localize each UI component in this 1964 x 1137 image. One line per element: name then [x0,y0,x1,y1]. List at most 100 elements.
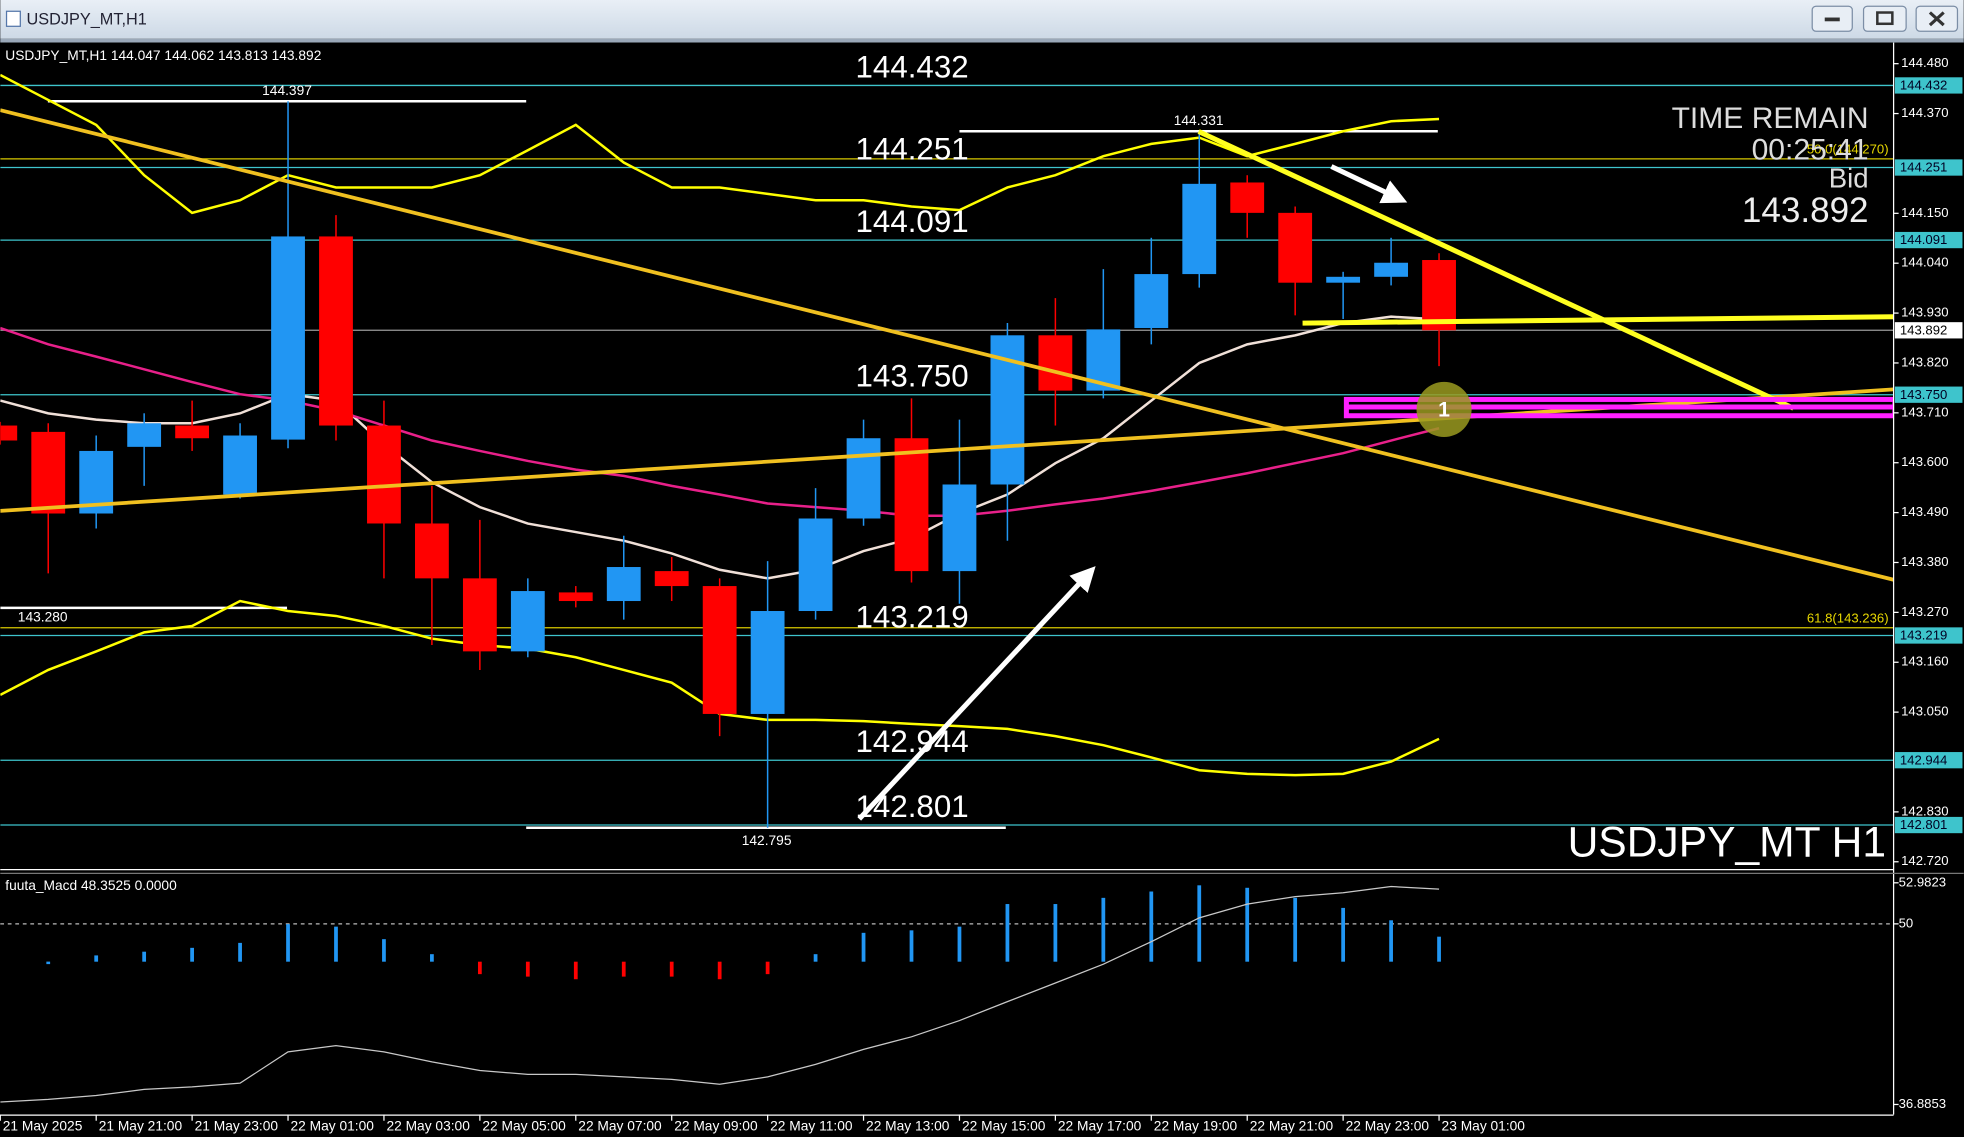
bid-marker [1894,322,1963,339]
x-tick-label: 22 May 13:00 [866,1119,950,1134]
candle-body [846,438,881,519]
trend-line [1197,129,1795,411]
histogram-bar [909,930,914,962]
candle-body [462,578,497,652]
overlay-texts: USDJPY_MT,H1 144.047 144.062 143.813 143… [5,48,1888,866]
histogram-bar [46,961,51,965]
candle-body [223,435,257,495]
candle-body [1038,335,1073,391]
histogram-bar [1149,891,1154,962]
bid-title: Bid [1829,163,1869,194]
y-tick-label: 143.710 [1901,404,1948,419]
histogram-bar [94,955,99,962]
candle-body [1134,274,1169,329]
x-tick-label: 22 May 17:00 [1058,1119,1142,1134]
level-label: 144.091 [856,204,969,239]
y-tick-label: 143.270 [1901,604,1948,619]
candle-body [1230,182,1265,213]
indicator-line [0,315,1440,580]
candle-body [798,518,833,612]
restore-button[interactable] [1862,5,1907,32]
arrow [857,566,1096,821]
price-mark-label: 144.331 [1174,113,1224,128]
histogram-bar [1005,904,1010,962]
candle-body [702,586,737,714]
candle-body [31,431,66,514]
level-marker [1894,386,1963,403]
histogram-bar [1053,904,1058,962]
marker-label: 1 [1438,397,1450,421]
histogram-bar [238,942,242,962]
x-tick-label: 22 May 05:00 [482,1119,566,1134]
y-tick-label: 144.370 [1901,105,1948,120]
x-tick-label: 21 May 23:00 [195,1119,279,1134]
level-marker-label: 142.944 [1900,752,1947,767]
frame [0,38,1964,43]
y-tick-label: 143.490 [1901,504,1948,519]
candle-body [175,425,210,439]
x-tick-label: 22 May 07:00 [578,1119,662,1134]
candle-body [654,571,689,587]
restore-glyph [1876,11,1894,26]
y-tick-label: 144.040 [1901,255,1948,270]
candle-body [1278,212,1313,283]
histogram-bar [1389,920,1393,962]
drawings: 1 [0,108,1894,821]
histogram-bar [430,954,434,962]
timer-title: TIME REMAIN [1672,102,1869,135]
level-marker [1894,627,1963,644]
bid-value: 143.892 [1742,191,1869,230]
trend-line [1302,314,1894,326]
candle-body [319,236,353,426]
level-marker [1894,752,1963,769]
level-label: 144.251 [856,132,969,167]
window-title: USDJPY_MT,H1 [27,10,147,28]
level-marker-label: 144.251 [1900,160,1947,175]
indicator-title: fuuta_Macd 48.3525 0.0000 [5,878,177,893]
minimize-glyph [1824,17,1840,22]
chart-background [0,42,1964,1137]
candle-body [750,611,785,714]
histogram-bar [1437,936,1441,962]
y-tick-label: 143.050 [1901,704,1948,719]
price-mark-label: 142.795 [742,833,792,848]
y-tick-label: 142.720 [1901,853,1948,868]
level-marker [1894,231,1963,249]
candle-body [1326,276,1361,283]
price-plot [0,73,1894,830]
x-tick-label: 22 May 19:00 [1154,1119,1238,1134]
x-tick-label: 22 May 03:00 [386,1119,470,1134]
level-label: 143.750 [856,359,969,394]
histogram-bar [1245,887,1250,962]
arrow [1330,164,1408,204]
trend-line [0,387,1894,513]
level-marker-label: 143.219 [1900,628,1947,643]
y-tick-label: 143.930 [1901,305,1948,320]
watermark: USDJPY_MT H1 [1568,818,1887,866]
histogram-bar [957,926,962,962]
candle-body [271,236,305,440]
histogram-bar [717,961,722,980]
histogram-bar [525,961,530,977]
histogram-bar [1101,897,1106,962]
y-tick-label: 143.600 [1901,454,1948,469]
histogram-bar [382,939,386,962]
indicator-line [0,326,1440,518]
level-label: 143.219 [856,599,969,634]
candle-body [1182,183,1217,275]
candle-body [1422,260,1456,331]
x-tick-label: 21 May 2025 [3,1119,83,1134]
x-tick-label: 22 May 09:00 [674,1119,758,1134]
candle-body [1374,262,1408,277]
level-marker [1894,77,1963,94]
level-marker-label: 142.801 [1900,817,1947,832]
candle-body [367,425,401,524]
histogram-bar [477,961,482,975]
y-tick-label: 144.150 [1901,205,1948,220]
y-tick-label: 36.8853 [1899,1096,1946,1111]
level-label: 142.944 [856,724,969,759]
price-mark-label: 143.280 [18,609,68,624]
histogram-bar [669,961,674,977]
